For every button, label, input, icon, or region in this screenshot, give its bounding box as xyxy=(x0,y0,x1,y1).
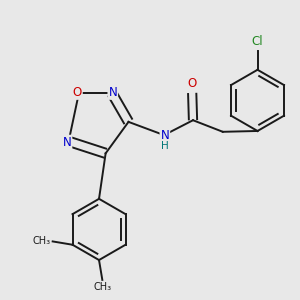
Text: H: H xyxy=(161,141,169,151)
Text: O: O xyxy=(73,86,82,99)
Text: Cl: Cl xyxy=(252,35,263,48)
Text: CH₃: CH₃ xyxy=(93,282,111,292)
Text: N: N xyxy=(63,136,71,149)
Text: O: O xyxy=(188,77,197,90)
Text: N: N xyxy=(108,86,117,99)
Text: CH₃: CH₃ xyxy=(32,236,50,246)
Text: N: N xyxy=(160,129,169,142)
